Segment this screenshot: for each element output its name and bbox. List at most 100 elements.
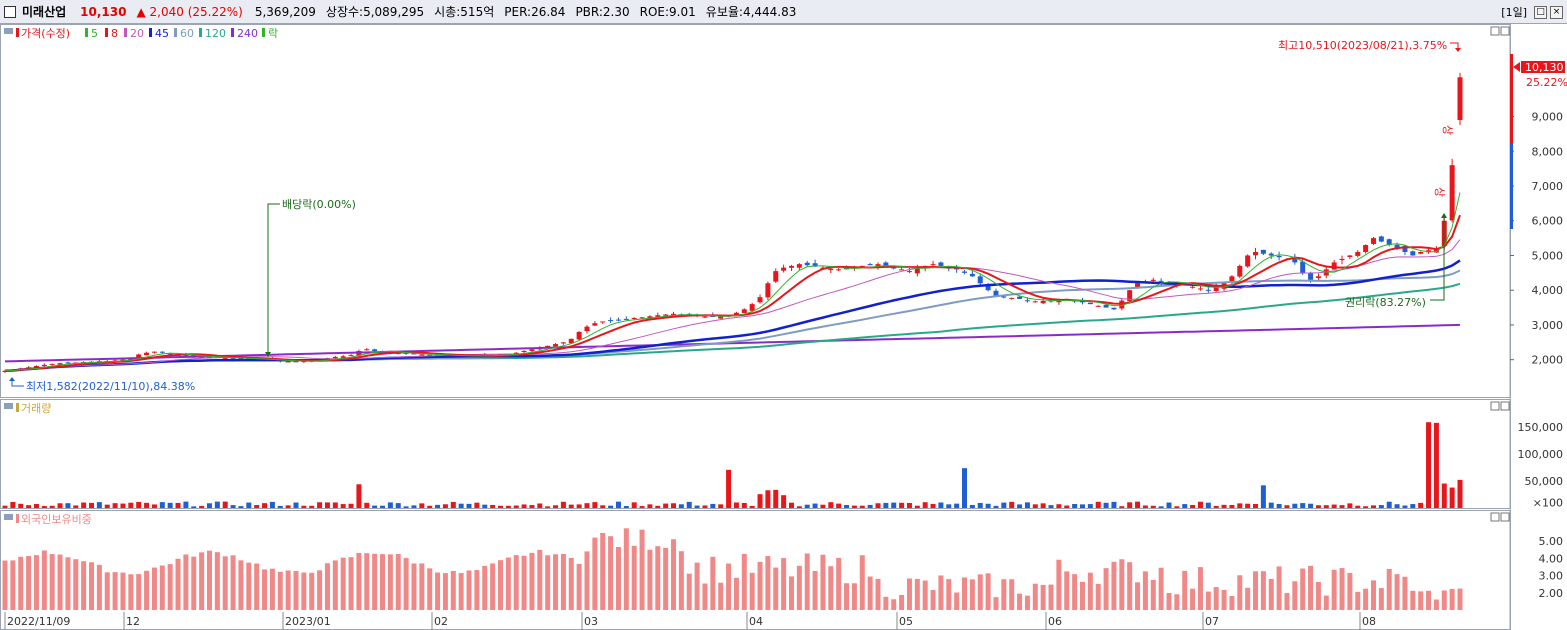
volume-bar xyxy=(828,502,834,508)
foreign-ratio-bar xyxy=(1009,579,1015,610)
candle-body xyxy=(615,319,621,321)
candle-body xyxy=(33,365,39,368)
foreign-ratio-bar xyxy=(1095,583,1101,610)
volume-value: 5,369,209 xyxy=(254,4,316,19)
volume-bar xyxy=(1103,502,1109,508)
foreign-ratio-bar xyxy=(537,549,543,610)
candle-body xyxy=(1292,256,1298,263)
volume-bar xyxy=(175,502,181,508)
volume-bar xyxy=(364,502,370,508)
foreign-ratio-bar xyxy=(238,560,244,610)
volume-bar xyxy=(474,502,480,508)
axes: 2,000 3,000 4,000 5,000 6,000 7,000 8,000 9,000… xyxy=(4,54,1563,630)
foreign-ratio-bar xyxy=(1363,588,1369,610)
volume-bar xyxy=(962,468,968,508)
dividend-annotation: 배당락(0.00%) xyxy=(282,198,356,211)
candle-body xyxy=(222,357,228,359)
foreign-ratio-bar xyxy=(450,570,456,610)
foreign-ratio-bar xyxy=(1418,591,1424,610)
volume-bar xyxy=(411,505,417,508)
close-icon[interactable]: × xyxy=(1550,5,1563,19)
candle-body xyxy=(600,321,606,323)
chart-area[interactable]: 가격(수정) 5 8 20 45 60 120 240 락 거래량 외국인보유비… xyxy=(0,24,1567,630)
foreign-ratio-bar xyxy=(183,554,189,610)
volume-bar xyxy=(592,502,598,508)
candle-body xyxy=(655,315,661,317)
foreign-ratio-bar xyxy=(773,567,779,610)
volume-bar xyxy=(89,502,95,508)
candle-body xyxy=(136,354,142,358)
volume-bar xyxy=(993,505,999,508)
panel-maximize-icon[interactable] xyxy=(1490,26,1500,36)
volume-bar xyxy=(199,505,205,508)
volume-bar xyxy=(1418,502,1424,508)
candle-body xyxy=(1032,301,1038,303)
volume-bar xyxy=(568,504,574,508)
panel-handle-icon[interactable] xyxy=(4,28,13,34)
foreign-ratio-bar xyxy=(340,557,346,610)
foreign-ratio-bar xyxy=(356,552,362,610)
panel-handle-icon[interactable] xyxy=(4,403,13,409)
panel-close-icon[interactable] xyxy=(1500,401,1510,411)
x-tick-label: 2023/01 xyxy=(285,615,331,628)
candle-body xyxy=(1457,77,1463,120)
foreign-ratio-bar xyxy=(435,572,441,610)
volume-bar xyxy=(867,504,873,508)
foreign-ratio-bar xyxy=(671,539,677,610)
stock-name[interactable]: 미래산업 xyxy=(22,5,67,19)
current-price: 10,130 xyxy=(80,4,127,19)
panel-handle-icon[interactable] xyxy=(4,514,13,520)
market-cap: 시총:515억 xyxy=(434,5,495,19)
foreign-ratio-bar xyxy=(1174,594,1180,610)
volume-bar xyxy=(18,503,24,508)
candle-body xyxy=(332,356,338,359)
foreign-ratio-bar xyxy=(33,555,39,610)
foreign-ratio-bar xyxy=(899,594,905,610)
foreign-ratio-bar xyxy=(851,583,857,610)
foreign-ratio-bar xyxy=(655,546,661,610)
candle-body xyxy=(191,354,197,357)
candle-body xyxy=(1135,283,1141,289)
candle-body xyxy=(521,351,527,352)
candle-body xyxy=(1095,305,1101,307)
panel-maximize-icon[interactable] xyxy=(1490,401,1500,411)
volume-bar xyxy=(985,503,991,508)
volume-bar xyxy=(686,501,692,508)
panel-close-icon[interactable] xyxy=(1500,512,1510,522)
maximize-icon[interactable]: □ xyxy=(1534,5,1547,19)
candle-body xyxy=(1009,297,1015,299)
volume-bar xyxy=(1221,504,1227,508)
select-checkbox[interactable] xyxy=(4,5,16,18)
foreign-ratio-bar xyxy=(474,570,480,610)
volume-bar xyxy=(324,502,330,508)
foreign-ratio-bar xyxy=(301,572,307,610)
candle-body xyxy=(285,361,291,363)
foreign-ratio-bar xyxy=(576,563,582,610)
volume-bar xyxy=(151,504,157,508)
panel-maximize-icon[interactable] xyxy=(1490,512,1500,522)
volume-bar xyxy=(812,503,818,508)
foreign-ratio-bar xyxy=(96,564,102,610)
volume-bar xyxy=(537,503,543,508)
volume-bar xyxy=(26,505,32,508)
foreign-ratio-bar xyxy=(1315,581,1321,610)
foreign-ratio-bar xyxy=(781,558,787,610)
foreign-ratio-bar xyxy=(458,573,464,610)
volume-bar xyxy=(545,506,551,508)
candle-body xyxy=(985,285,991,291)
foreign-ratio-bar xyxy=(1197,567,1203,610)
period-selector[interactable]: [1일] xyxy=(1501,6,1527,19)
candle-body xyxy=(899,269,905,271)
panel-close-icon[interactable] xyxy=(1500,26,1510,36)
volume-bar xyxy=(938,502,944,508)
candle-body xyxy=(647,316,653,319)
volume-bar xyxy=(1402,505,1408,508)
foreign-ratio-bar xyxy=(1001,579,1007,610)
foreign-ratio-bar xyxy=(521,555,527,610)
foreign-ratio-bar xyxy=(954,592,960,610)
volume-bar xyxy=(348,503,354,508)
candle-body xyxy=(859,265,865,267)
foreign-ratio-bar xyxy=(914,578,920,610)
foreign-ratio-bar xyxy=(1024,595,1030,610)
candle-body xyxy=(1402,245,1408,252)
